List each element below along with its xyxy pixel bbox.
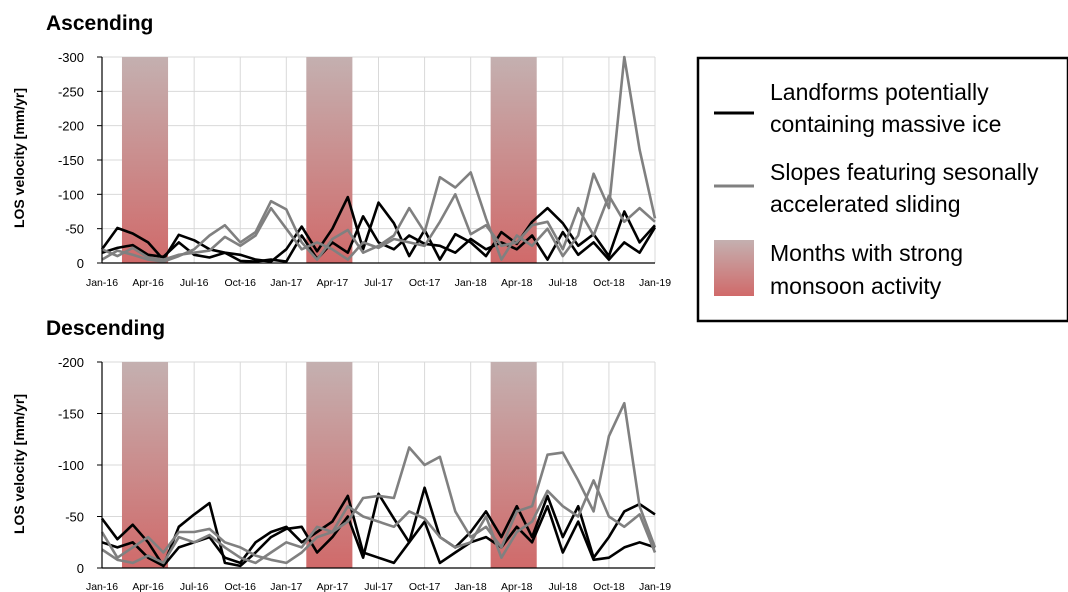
legend-label-monsoon-2: monsoon activity <box>770 273 942 299</box>
y-tick-label: -150 <box>58 153 84 168</box>
y-tick-label: -100 <box>58 458 84 473</box>
series-line <box>101 215 657 263</box>
series-line <box>100 401 657 565</box>
x-tick-label: Oct-16 <box>224 277 256 289</box>
series-line <box>101 193 656 261</box>
x-tick-label: Jan-16 <box>86 277 118 289</box>
x-tick-label: Jan-18 <box>455 277 487 289</box>
ascending-ylabel: LOS velocity [mm/yr] <box>11 88 27 228</box>
legend-frame <box>696 56 1068 323</box>
legend: Landforms potentially containing massive… <box>696 56 1068 323</box>
x-tick-label: Jul-16 <box>180 581 209 592</box>
x-tick-label: Jan-16 <box>86 581 118 592</box>
y-tick-label: -200 <box>58 119 84 134</box>
series-line <box>100 195 656 263</box>
legend-swatch-monsoon <box>714 240 754 296</box>
x-tick-label: Apr-18 <box>501 277 533 289</box>
x-tick-label: Jul-17 <box>364 581 393 592</box>
y-tick-label: 0 <box>77 256 84 271</box>
x-tick-label: Oct-16 <box>224 581 256 592</box>
descending-title: Descending <box>46 317 165 340</box>
y-tick-label: -100 <box>58 187 84 202</box>
x-tick-label: Jul-17 <box>364 277 393 289</box>
monsoon-period <box>306 57 353 263</box>
y-tick-label: -250 <box>58 84 84 99</box>
legend-label-monsoon-1: Months with strong <box>770 240 963 266</box>
legend-label-landforms-1: Landforms potentially <box>770 79 989 105</box>
monsoon-period <box>490 57 537 263</box>
x-tick-label: Apr-18 <box>501 581 533 592</box>
y-tick-label: 0 <box>77 561 84 576</box>
y-tick-label: -150 <box>58 407 84 422</box>
monsoon-period <box>121 57 169 263</box>
x-tick-label: Apr-17 <box>317 277 349 289</box>
x-tick-label: Jul-16 <box>180 277 209 289</box>
y-tick-label: -50 <box>65 510 84 525</box>
x-tick-label: Oct-18 <box>593 277 625 289</box>
x-tick-label: Oct-17 <box>409 581 441 592</box>
x-tick-label: Jan-17 <box>270 581 302 592</box>
x-tick-label: Jul-18 <box>549 277 578 289</box>
series-line <box>100 486 656 568</box>
legend-label-slopes-2: accelerated sliding <box>770 191 961 217</box>
x-tick-label: Jan-18 <box>455 581 487 592</box>
y-tick-label: -300 <box>58 50 84 65</box>
y-tick-label: -200 <box>58 355 84 370</box>
x-tick-label: Jul-18 <box>549 581 578 592</box>
x-tick-label: Apr-16 <box>132 581 164 592</box>
series-line <box>101 55 657 263</box>
x-tick-label: Jan-19 <box>639 581 671 592</box>
monsoon-period <box>306 362 353 568</box>
legend-label-slopes-1: Slopes featuring sesonally <box>770 159 1039 185</box>
x-tick-label: Jan-17 <box>270 277 302 289</box>
x-tick-label: Oct-18 <box>593 581 625 592</box>
ascending-title: Ascending <box>46 12 153 35</box>
legend-label-landforms-2: containing massive ice <box>770 111 1001 137</box>
descending-ylabel: LOS velocity [mm/yr] <box>11 394 27 534</box>
monsoon-period <box>121 362 169 568</box>
y-tick-label: -50 <box>65 222 84 237</box>
series-line <box>101 479 657 565</box>
x-tick-label: Oct-17 <box>409 277 441 289</box>
x-tick-label: Apr-17 <box>317 581 349 592</box>
x-tick-label: Jan-19 <box>639 277 671 289</box>
x-tick-label: Apr-16 <box>132 277 164 289</box>
